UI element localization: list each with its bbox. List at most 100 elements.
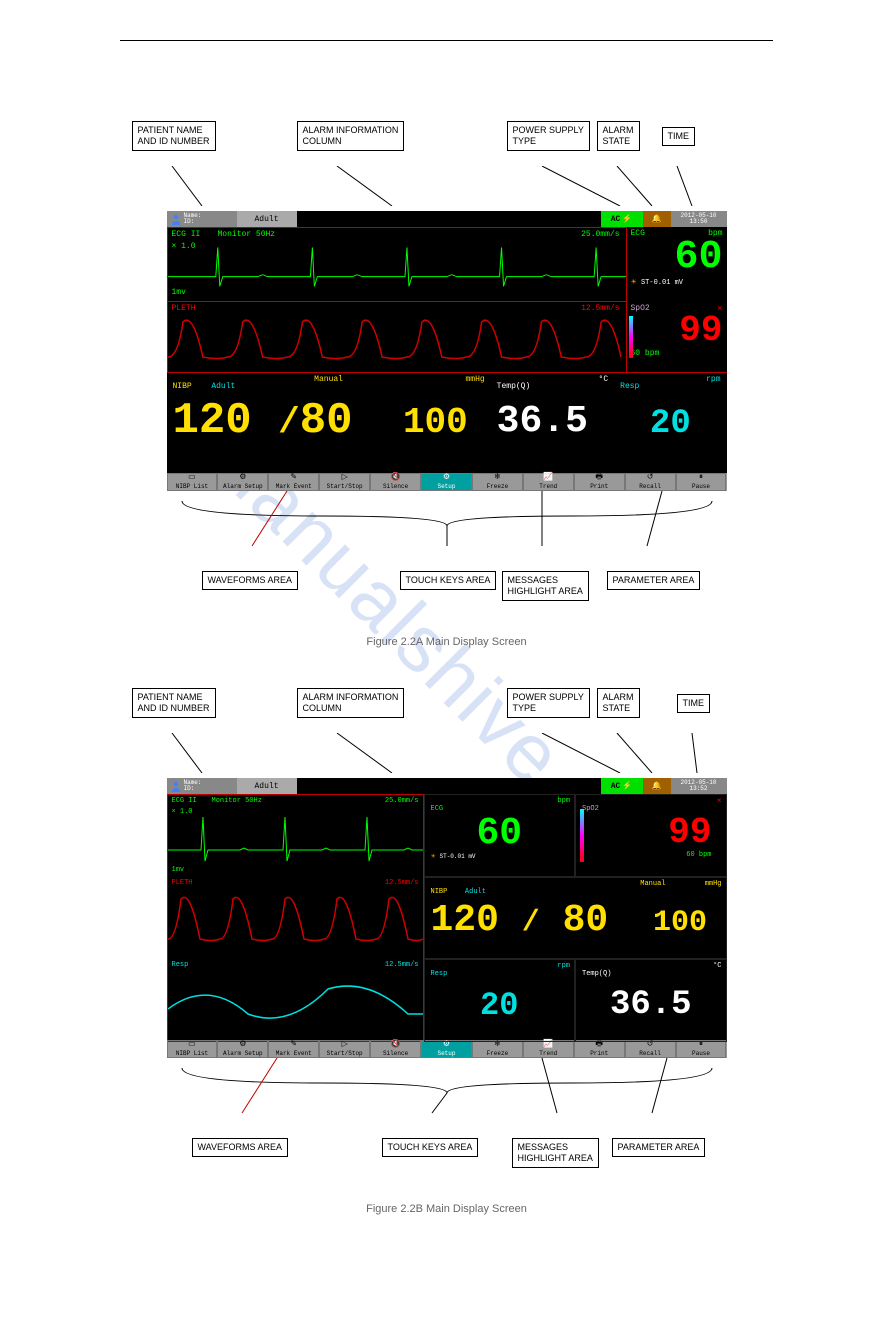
patient-id-lbl-b: ID: [184, 785, 195, 792]
tk-silence-b[interactable]: 🔇Silence [370, 1040, 421, 1058]
callout-patient: PATIENT NAME AND ID NUMBER [132, 121, 216, 151]
list-icon: ▭ [188, 474, 196, 482]
tk-alarm-setup[interactable]: ⚙Alarm Setup [217, 473, 268, 491]
spo2-value-b: 99 [582, 815, 720, 851]
callout-waveforms-b: WAVEFORMS AREA [192, 1138, 289, 1157]
spo2-box-b[interactable]: SpO2 × 99 60 bpm [575, 794, 727, 877]
tk-nibp-list-b[interactable]: ▭NIBP List [167, 1040, 218, 1058]
tk-pause-b[interactable]: ⏸Pause [676, 1040, 727, 1058]
ecg-wave-panel[interactable]: ECG II Monitor 50Hz 25.0mm/s × 1.0 1mv [167, 227, 627, 302]
resp-title: Resp [620, 382, 639, 391]
pleth-speed-lbl: 12.5mm/s [581, 304, 619, 313]
patient-slot[interactable]: Name: ID: [167, 211, 237, 227]
ecg-value: 60 [631, 238, 723, 278]
time-text-b: 13:52 [689, 786, 707, 792]
tk-mark-event[interactable]: ✎Mark Event [268, 473, 319, 491]
resp-title-b: Resp [431, 970, 448, 978]
mode-slot[interactable]: Adult [237, 211, 297, 227]
pause-icon: ⏸ [699, 474, 703, 482]
ecg-filter-b: Monitor 50Hz [212, 797, 262, 805]
resp-unit: rpm [706, 375, 720, 384]
person-icon [170, 213, 182, 225]
figure-b-top-callouts: PATIENT NAME AND ID NUMBER ALARM INFORMA… [122, 688, 772, 738]
tk-freeze-b[interactable]: ❄Freeze [472, 1040, 523, 1058]
pleth-waveform-b [168, 877, 423, 959]
tk-start-stop[interactable]: ▷Start/Stop [319, 473, 370, 491]
mode-slot-b[interactable]: Adult [237, 778, 297, 794]
alarm-state-slot[interactable]: 🔔 [643, 211, 671, 227]
tk-trend[interactable]: 📈Trend [523, 473, 574, 491]
nibp-mode2: Manual [314, 375, 343, 384]
tk-nibp-list[interactable]: ▭NIBP List [167, 473, 218, 491]
ecg-waveform-b [168, 795, 423, 877]
tk-alarm-setup-b[interactable]: ⚙Alarm Setup [217, 1040, 268, 1058]
temp-box-b[interactable]: Temp(Q) °C 36.5 [575, 959, 727, 1042]
tk-mark-event-b[interactable]: ✎Mark Event [268, 1040, 319, 1058]
tk-recall-b[interactable]: ↺Recall [625, 1040, 676, 1058]
resp-waveform-b [168, 959, 423, 1041]
callout-parameter: PARAMETER AREA [607, 571, 701, 590]
ecg-wave-panel-b[interactable]: ECG II Monitor 50Hz 25.0mm/s × 1.0 1mv [168, 795, 423, 877]
tk-print-b[interactable]: 🖶Print [574, 1040, 625, 1058]
mark-icon: ✎ [290, 1041, 297, 1049]
ecg-unit-b: bpm [557, 797, 570, 805]
ecg-param-box[interactable]: ECG bpm 60 ☀ ST-0.01 mV [627, 227, 727, 302]
tk-start-stop-b[interactable]: ▷Start/Stop [319, 1040, 370, 1058]
temp-value-b: 36.5 [582, 988, 720, 1022]
mute-icon: 🔇 [391, 1041, 401, 1049]
pleth-lbl-b: PLETH [172, 879, 193, 887]
pleth-speed-b: 12.5mm/s [385, 879, 419, 887]
tk-print[interactable]: 🖶Print [574, 473, 625, 491]
nibp-unit-b: mmHg [705, 880, 722, 888]
tk-recall[interactable]: ↺Recall [625, 473, 676, 491]
resp-box-b[interactable]: Resp rpm 20 [424, 959, 576, 1042]
resp-box[interactable]: Resp rpm 20 [614, 373, 726, 457]
tk-setup[interactable]: ⚙Setup [421, 473, 472, 491]
figure-a-brace [122, 491, 772, 551]
ecg-lead-b: ECG II [172, 797, 197, 805]
play-icon: ▷ [342, 474, 348, 482]
alarm-state-slot-b[interactable]: 🔔 [643, 778, 671, 794]
trend-icon: 📈 [543, 474, 553, 482]
tk-trend-b[interactable]: 📈Trend [523, 1040, 574, 1058]
callout-power: POWER SUPPLY TYPE [507, 121, 590, 151]
spo2-alarm-off-b: × [717, 797, 722, 806]
pause-icon: ⏸ [699, 1041, 703, 1049]
spo2-param-box[interactable]: SpO2 × 99 60 bpm [627, 302, 727, 372]
nibp-mode2-b: Manual [640, 880, 665, 888]
tk-pause[interactable]: ⏸Pause [676, 473, 727, 491]
nibp-mode: Adult [211, 382, 235, 391]
temp-unit: °C [599, 375, 609, 384]
tk-silence[interactable]: 🔇Silence [370, 473, 421, 491]
mark-icon: ✎ [290, 474, 297, 482]
print-icon: 🖶 [595, 474, 603, 482]
pleth-wave-panel-b[interactable]: PLETH 12.5mm/s [168, 877, 423, 959]
bell-icon: ⚙ [239, 474, 246, 482]
tk-freeze[interactable]: ❄Freeze [472, 473, 523, 491]
ecg-gain-lbl: × 1.0 [172, 242, 196, 251]
figure-a-bottom-callouts: WAVEFORMS AREA TOUCH KEYS AREA MESSAGES … [122, 571, 772, 621]
figure-b-caption: Figure 2.2B Main Display Screen [122, 1203, 772, 1215]
tk-setup-b[interactable]: ⚙Setup [421, 1040, 472, 1058]
figure-a-caption: Figure 2.2A Main Display Screen [122, 636, 772, 648]
nibp-box[interactable]: NIBP Adult Manual mmHg 120 /80 100 [167, 373, 491, 457]
callout-messages-b: MESSAGES HIGHLIGHT AREA [512, 1138, 599, 1168]
ecg-box-b[interactable]: ECG bpm 60 ☀ ST-0.01 mV [424, 794, 576, 877]
print-icon: 🖶 [595, 1041, 603, 1049]
pleth-wave-panel[interactable]: PLETH 12.5mm/s [167, 302, 627, 372]
resp-wave-panel-b[interactable]: Resp 12.5mm/s [168, 959, 423, 1041]
resp-speed-b: 12.5mm/s [385, 961, 419, 969]
pleth-waveform [168, 302, 626, 372]
temp-unit-b: °C [713, 962, 721, 970]
ac-slot-b: AC⚡ [601, 778, 643, 794]
temp-box[interactable]: Temp(Q) °C 36.5 [491, 373, 614, 457]
time-slot: 2012-05-10 13:50 [671, 211, 727, 227]
ecg-value-b: 60 [431, 815, 569, 853]
time-slot-b: 2012-05-10 13:52 [671, 778, 727, 794]
callout-alarm-info-b: ALARM INFORMATION COLUMN [297, 688, 405, 718]
alarm-info-slot [297, 211, 601, 227]
nibp-unit: mmHg [465, 375, 484, 384]
patient-slot-b[interactable]: Name: ID: [167, 778, 237, 794]
nibp-box-b[interactable]: NIBP Adult Manual mmHg 120 / 80 100 [424, 877, 727, 960]
alarm-info-slot-b [297, 778, 601, 794]
